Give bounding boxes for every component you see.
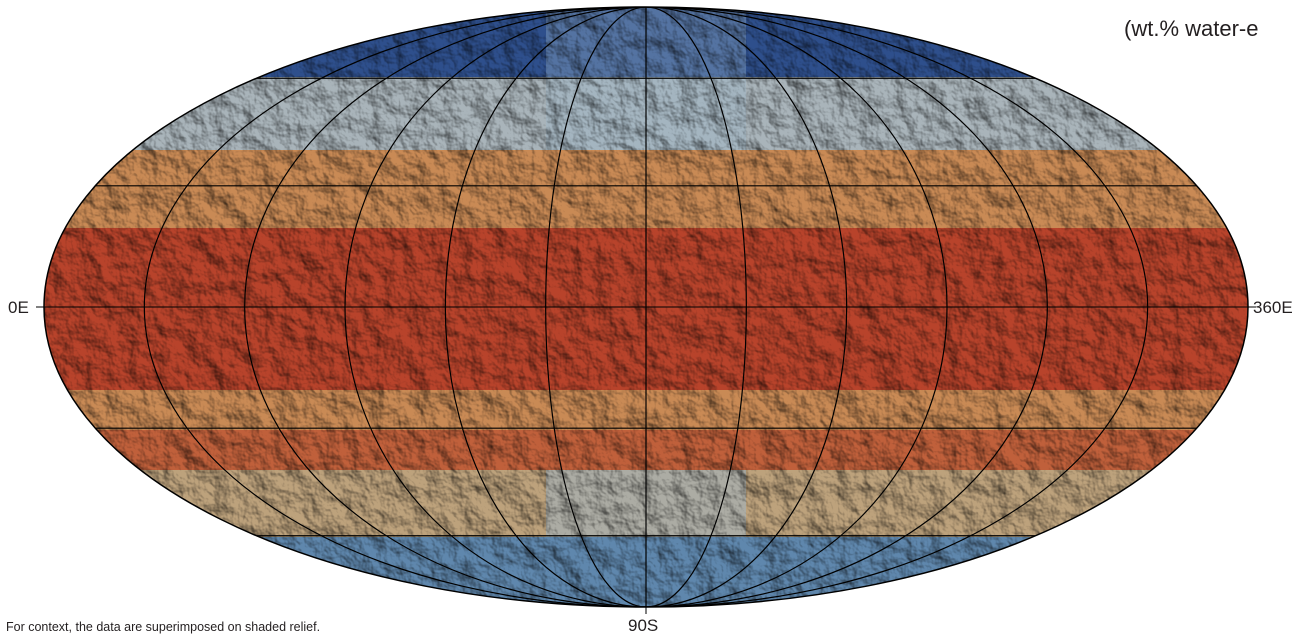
bottom-label: 90S — [628, 616, 658, 635]
unit-label: (wt.% water-e — [1124, 16, 1258, 41]
right-label: 360E — [1253, 298, 1293, 317]
caption: For context, the data are superimposed o… — [6, 620, 320, 634]
left-label: 0E — [8, 298, 29, 317]
